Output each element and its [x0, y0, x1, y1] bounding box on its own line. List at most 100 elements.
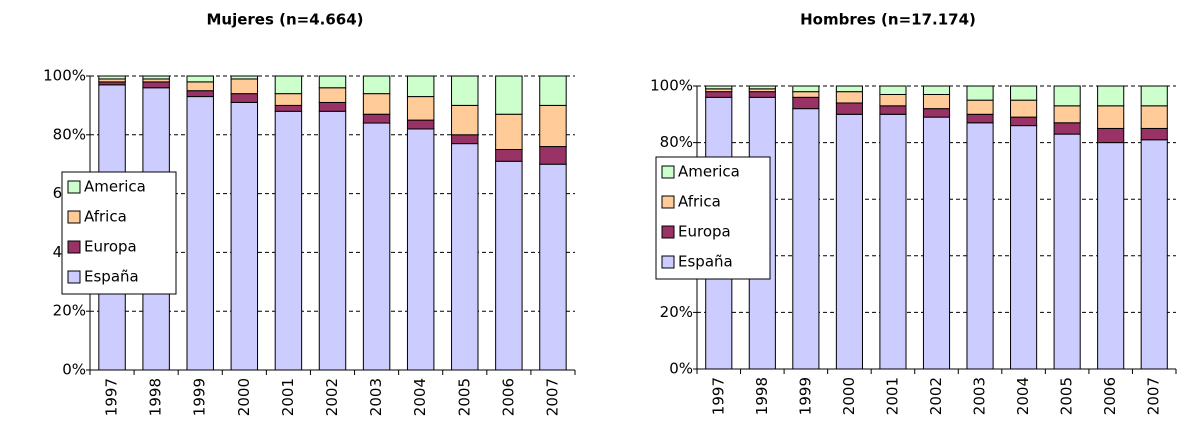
bar-segment — [1140, 85, 1168, 107]
bar-segment — [362, 113, 391, 124]
chart: Mujeres (n=4.664)0%20%40%60%80%100%19971… — [43, 11, 576, 416]
bar-segment — [748, 85, 776, 90]
x-tick-label: 2005 — [1058, 377, 1076, 415]
bar-segment — [230, 101, 259, 371]
x-tick-label: 1997 — [709, 377, 727, 415]
bar-segment — [362, 75, 391, 95]
y-tick-label: 0% — [669, 360, 693, 378]
bar-segment — [539, 75, 567, 106]
legend-box — [655, 156, 771, 280]
bar-segment — [1053, 122, 1081, 135]
bar-segment — [318, 101, 347, 112]
legend-swatch — [661, 195, 675, 209]
bar-segment — [406, 96, 435, 121]
chart: Hombres (n=17.174)0%20%40%60%80%100%1997… — [650, 11, 1177, 415]
x-tick-label: 2004 — [1014, 377, 1032, 415]
bar-segment — [318, 87, 347, 103]
bar-segment — [495, 149, 523, 162]
bar-segment — [879, 105, 907, 115]
bar-segment — [835, 113, 863, 370]
legend-swatch — [67, 180, 81, 194]
bar-segment — [966, 99, 994, 115]
x-tick-label: 2001 — [883, 377, 901, 415]
bar-segment — [1010, 99, 1038, 118]
bar-segment — [835, 102, 863, 115]
y-tick-label: 20% — [53, 302, 86, 320]
bar-segment — [362, 122, 391, 371]
legend-label: America — [678, 163, 740, 181]
bar-segment — [495, 75, 523, 115]
y-tick-label: 80% — [53, 125, 86, 143]
bar-segment — [451, 134, 479, 145]
bar-segment — [966, 113, 994, 124]
x-tick-label: 2007 — [543, 378, 561, 416]
x-tick-label: 2002 — [927, 377, 945, 415]
x-tick-label: 2002 — [323, 378, 341, 416]
legend: America Africa Europa España — [61, 171, 177, 295]
legend-box — [61, 171, 177, 295]
x-tick-label: 1998 — [147, 378, 165, 416]
legend-label: Europa — [678, 223, 731, 241]
bar-segment — [922, 108, 951, 118]
bar-segment — [186, 90, 214, 98]
legend-label: España — [84, 268, 139, 286]
chart-title: Mujeres (n=4.664) — [206, 11, 363, 29]
bar-segment — [922, 116, 951, 370]
bar-segment — [186, 81, 214, 92]
bar-segment — [879, 85, 907, 95]
bar-segment — [966, 85, 994, 101]
bar-segment — [495, 113, 523, 150]
chart-title: Hombres (n=17.174) — [800, 11, 976, 29]
bar-segment — [274, 110, 303, 371]
x-tick-label: 2006 — [1101, 377, 1119, 415]
bar-segment — [792, 91, 820, 98]
bar-segment — [879, 93, 907, 107]
bar-segment — [274, 104, 303, 112]
bar-segment — [792, 108, 820, 370]
bar-segment — [451, 75, 479, 106]
legend-swatch — [67, 270, 81, 284]
bar-segment — [230, 78, 259, 95]
y-tick-label: 80% — [660, 133, 693, 151]
bar-segment — [835, 85, 863, 93]
bar-segment — [1097, 105, 1125, 129]
legend-label: Africa — [678, 193, 721, 211]
bar-segment — [539, 163, 567, 371]
bar-segment — [1097, 85, 1125, 107]
x-tick-label: 2005 — [455, 378, 473, 416]
bar-segment — [1053, 133, 1081, 370]
bar-segment — [1140, 127, 1168, 141]
bar-segment — [362, 93, 391, 115]
x-tick-label: 1999 — [796, 377, 814, 415]
bar-segment — [879, 113, 907, 370]
x-tick-label: 2007 — [1145, 377, 1163, 415]
legend-swatch — [661, 255, 675, 269]
bar-segment — [406, 75, 435, 98]
x-tick-label: 2003 — [367, 378, 385, 416]
bar-segment — [142, 75, 170, 80]
legend: America Africa Europa España — [655, 156, 771, 280]
x-tick-label: 2003 — [971, 377, 989, 415]
x-tick-label: 2000 — [235, 378, 253, 416]
legend-label: España — [678, 253, 733, 271]
bar-segment — [186, 75, 214, 83]
bar-segment — [1010, 125, 1038, 370]
bar-segment — [495, 160, 523, 371]
x-tick-label: 1999 — [191, 378, 209, 416]
bar-segment — [922, 93, 951, 110]
bar-segment — [1097, 142, 1125, 370]
bar-segment — [1140, 105, 1168, 129]
bar-segment — [792, 96, 820, 110]
bar-segment — [792, 85, 820, 93]
y-tick-label: 0% — [62, 361, 86, 379]
bar-segment — [274, 93, 303, 106]
bar-segment — [705, 91, 733, 98]
bar-segment — [230, 93, 259, 103]
legend-swatch — [661, 165, 675, 179]
bar-segment — [230, 75, 259, 80]
legend-label: Europa — [84, 238, 137, 256]
y-tick-label: 100% — [650, 77, 693, 95]
x-tick-label: 1997 — [103, 378, 121, 416]
bar-segment — [274, 75, 303, 95]
